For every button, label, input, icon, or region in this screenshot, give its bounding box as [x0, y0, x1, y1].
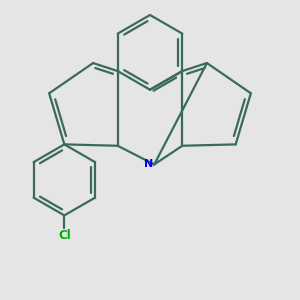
Text: N: N [144, 159, 153, 170]
Text: Cl: Cl [58, 229, 71, 242]
